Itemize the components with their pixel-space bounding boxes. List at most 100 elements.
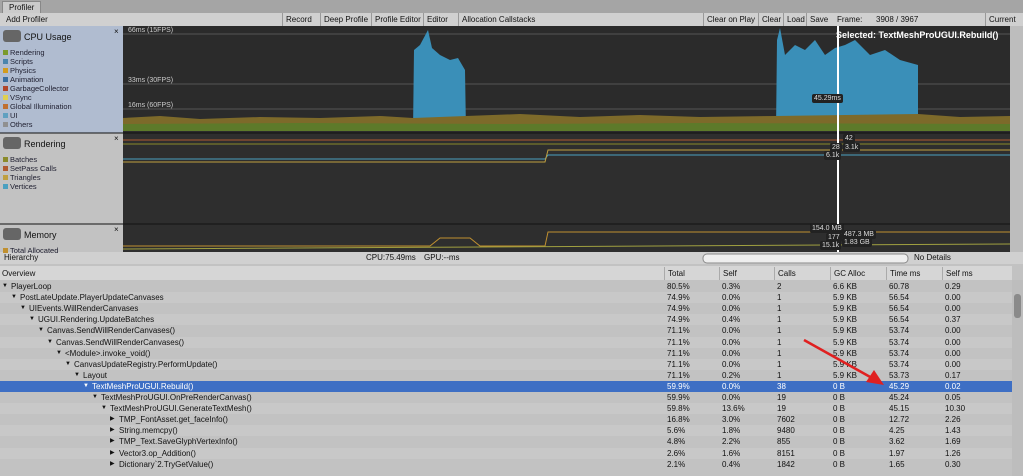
cell: 0.30 (945, 459, 961, 469)
table-row[interactable] (0, 458, 1012, 470)
legend-label[interactable]: Physics (10, 66, 36, 75)
cell: 0.37 (945, 315, 961, 325)
table-row[interactable] (0, 281, 1012, 293)
cpu-time: CPU:75.49ms (366, 253, 416, 262)
column-header[interactable]: Time ms (886, 267, 920, 280)
legend-label[interactable]: Total Allocated (10, 246, 59, 255)
table-row[interactable] (0, 303, 1012, 315)
add-profiler[interactable]: Add Profiler (6, 15, 48, 24)
cell: 0 B (833, 437, 846, 447)
legend-label[interactable]: Global Illumination (10, 102, 72, 111)
legend-label[interactable]: SetPass Calls (10, 164, 57, 173)
legend-swatch (3, 86, 8, 91)
toolbar-button[interactable]: Load (783, 13, 808, 26)
toolbar-button[interactable]: Clear (758, 13, 784, 26)
view-dropdown[interactable]: Hierarchy (4, 253, 39, 262)
table-row[interactable] (0, 336, 1012, 348)
table-row[interactable] (0, 292, 1012, 304)
table-row[interactable] (0, 380, 1012, 392)
expand-arrow: ▼ (29, 316, 35, 323)
table-row[interactable] (0, 358, 1012, 370)
column-header[interactable]: GC Alloc (830, 267, 865, 280)
legend-label[interactable]: UI (10, 111, 18, 120)
cell: 0.0% (722, 337, 741, 347)
expand-arrow: ▼ (2, 283, 8, 289)
column-header[interactable]: Total (664, 267, 685, 280)
legend-label[interactable]: Others (10, 120, 33, 129)
cell: 3.0% (722, 415, 741, 425)
table-row[interactable] (0, 314, 1012, 326)
legend-label[interactable]: VSync (10, 93, 32, 102)
toolbar-button[interactable]: Save (806, 13, 831, 26)
cell: 0.02 (945, 381, 961, 391)
close-module[interactable]: × (114, 27, 119, 36)
expand-arrow: ▼ (20, 305, 26, 312)
cell: 1 (777, 326, 782, 336)
table-row[interactable] (0, 325, 1012, 337)
current-button[interactable]: Current (985, 13, 1019, 26)
cell: 53.74 (889, 348, 910, 358)
column-header[interactable]: Self ms (942, 267, 973, 280)
close-module[interactable]: × (114, 134, 119, 143)
cell: 38 (777, 381, 786, 391)
cell: 1 (777, 337, 782, 347)
column-header[interactable]: Self (719, 267, 737, 280)
graph-label: 15.1k (820, 241, 842, 250)
cell: 5.6% (667, 426, 686, 436)
legend-label[interactable]: Batches (10, 155, 38, 164)
column-header[interactable]: Calls (774, 267, 796, 280)
cell: 12.72 (889, 415, 910, 425)
cell: <Module>.invoke_void() (65, 348, 151, 358)
table-scrollbar[interactable] (1012, 280, 1023, 476)
cell: 8151 (777, 448, 795, 458)
render-line (123, 149, 1010, 163)
scroll-thumb[interactable] (1014, 294, 1021, 318)
table-row[interactable] (0, 392, 1012, 404)
table-row[interactable] (0, 347, 1012, 359)
details-dropdown[interactable]: No Details (914, 253, 951, 262)
graph-label: 16ms (60FPS) (128, 102, 174, 109)
expand-arrow: ▼ (74, 371, 80, 378)
search-field[interactable] (702, 253, 909, 264)
cell: 0.0% (722, 326, 741, 336)
table-row[interactable] (0, 369, 1012, 381)
legend-swatch (3, 157, 8, 162)
toolbar-button[interactable]: Deep Profile (320, 13, 371, 26)
cell: 0.05 (945, 393, 961, 402)
close-module[interactable]: × (114, 225, 119, 234)
table-row[interactable] (0, 447, 1012, 459)
cell: 13.6% (722, 404, 745, 414)
table-row[interactable] (0, 414, 1012, 426)
table-row[interactable] (0, 436, 1012, 448)
toolbar-button[interactable]: Editor (423, 13, 451, 26)
cell: Dictionary`2.TryGetValue() (119, 459, 214, 469)
legend-label[interactable]: Triangles (10, 173, 41, 182)
cell: 6.6 KB (833, 282, 858, 291)
cell: 5.9 KB (833, 326, 858, 336)
legend-label[interactable]: Animation (10, 75, 44, 84)
cell: 59.9% (667, 393, 690, 402)
legend-label[interactable]: Scripts (10, 57, 33, 66)
cell: 0 B (833, 393, 846, 402)
toolbar-button[interactable]: Profile Editor (371, 13, 424, 26)
column-header[interactable]: Overview (2, 269, 36, 278)
cell: 1.69 (945, 437, 961, 447)
graph-scrollbar[interactable] (1010, 26, 1023, 252)
toolbar-button[interactable]: Clear on Play (703, 13, 758, 26)
legend-swatch (3, 50, 8, 55)
legend-swatch (3, 175, 8, 180)
legend-label[interactable]: Rendering (10, 48, 45, 57)
toolbar-button[interactable]: Record (282, 13, 315, 26)
legend-label[interactable]: Vertices (10, 182, 37, 191)
tab[interactable]: Profiler (2, 1, 42, 13)
toolbar-button[interactable]: Allocation Callstacks (458, 13, 538, 26)
legend-label[interactable]: GarbageCollector (10, 84, 69, 93)
cell: 0 B (833, 459, 846, 469)
cell: 1.6% (722, 448, 741, 458)
cell: 0 B (833, 415, 846, 425)
cell: 74.9% (667, 293, 690, 303)
table-row[interactable] (0, 403, 1012, 415)
table-row[interactable] (0, 425, 1012, 437)
